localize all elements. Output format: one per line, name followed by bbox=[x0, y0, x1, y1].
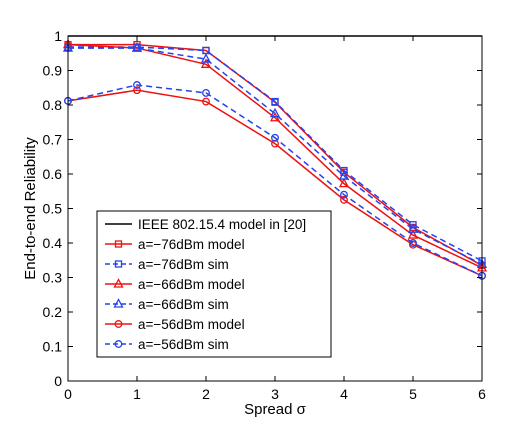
plot-frame bbox=[67, 35, 483, 382]
legend-item: a=−56dBm sim bbox=[105, 337, 229, 352]
y-tick-label: 1 bbox=[54, 28, 62, 44]
series-line bbox=[67, 89, 483, 277]
series-line bbox=[68, 46, 483, 262]
y-axis-label: End-to-end Reliability bbox=[22, 137, 39, 280]
x-tick-label: 0 bbox=[64, 386, 72, 402]
legend-marker bbox=[114, 260, 123, 268]
data-point bbox=[202, 88, 210, 97]
x-axis-label: Spread σ bbox=[244, 401, 307, 418]
legend-label: a=−66dBm model bbox=[138, 277, 245, 292]
data-point bbox=[271, 97, 279, 106]
x-tick-label: 4 bbox=[340, 386, 348, 402]
legend-item: a=−56dBm model bbox=[105, 317, 245, 332]
y-tick-label: 0.6 bbox=[43, 166, 63, 182]
legend-item: a=−76dBm sim bbox=[105, 257, 229, 272]
data-point bbox=[338, 170, 350, 180]
legend: IEEE 802.15.4 model in [20] a=−76dBm mode… bbox=[96, 210, 332, 358]
y-tick-label: 0.4 bbox=[43, 235, 63, 251]
legend-box bbox=[96, 210, 332, 358]
y-tick-label: 0.7 bbox=[43, 132, 63, 148]
data-point bbox=[338, 177, 350, 188]
data-point bbox=[340, 166, 348, 175]
data-point bbox=[269, 107, 281, 118]
legend-item: IEEE 802.15.4 model in [20] bbox=[105, 217, 306, 232]
legend-marker bbox=[114, 340, 123, 348]
data-point bbox=[407, 229, 419, 239]
legend-marker bbox=[113, 298, 124, 308]
legend-marker bbox=[113, 278, 124, 288]
data-point bbox=[133, 86, 141, 95]
data-point bbox=[271, 133, 279, 142]
y-tick-label: 0.8 bbox=[43, 97, 63, 113]
legend-label: a=−76dBm model bbox=[138, 237, 245, 252]
data-point bbox=[200, 58, 212, 68]
data-point bbox=[409, 239, 417, 247]
legend-item: a=−76dBm model bbox=[105, 237, 245, 252]
data-point bbox=[131, 42, 143, 52]
data-point bbox=[340, 195, 348, 204]
legend-item: a=−66dBm sim bbox=[105, 297, 229, 312]
y-tick-label: 0.5 bbox=[43, 201, 63, 217]
data-point bbox=[340, 190, 348, 199]
legend-marker bbox=[114, 320, 123, 328]
data-point bbox=[409, 221, 417, 229]
data-point bbox=[202, 97, 210, 106]
series-line bbox=[67, 84, 483, 277]
y-tick-label: 0.9 bbox=[43, 63, 63, 79]
legend-label: a=−76dBm sim bbox=[138, 257, 229, 272]
y-tick-label: 0.2 bbox=[43, 304, 63, 320]
series-line bbox=[67, 43, 483, 269]
legend-label: a=−66dBm sim bbox=[138, 297, 229, 312]
x-tick-label: 2 bbox=[202, 386, 210, 402]
y-tick-label: 0.1 bbox=[43, 339, 63, 355]
data-point bbox=[407, 223, 419, 233]
data-point bbox=[133, 81, 141, 89]
y-tick-label: 0 bbox=[54, 373, 62, 389]
x-tick-label: 3 bbox=[271, 386, 279, 402]
legend-item: a=−66dBm model bbox=[105, 277, 245, 292]
axis-ticks: 0 1 2 3 4 5 6 0 0.1 0.2 0.3 0.4 0.5 0.6 0.7 0.8 0.9 1 bbox=[43, 28, 487, 402]
x-tick-label: 6 bbox=[478, 386, 486, 402]
legend-label: IEEE 802.15.4 model in [20] bbox=[138, 217, 306, 232]
legend-label: a=−56dBm model bbox=[138, 317, 245, 332]
y-tick-label: 0.3 bbox=[43, 270, 63, 286]
data-point bbox=[271, 139, 279, 148]
x-tick-label: 5 bbox=[409, 386, 417, 402]
x-tick-label: 1 bbox=[133, 386, 141, 402]
data-point bbox=[200, 53, 212, 63]
legend-label: a=−56dBm sim bbox=[138, 337, 229, 352]
legend-marker bbox=[114, 240, 123, 248]
